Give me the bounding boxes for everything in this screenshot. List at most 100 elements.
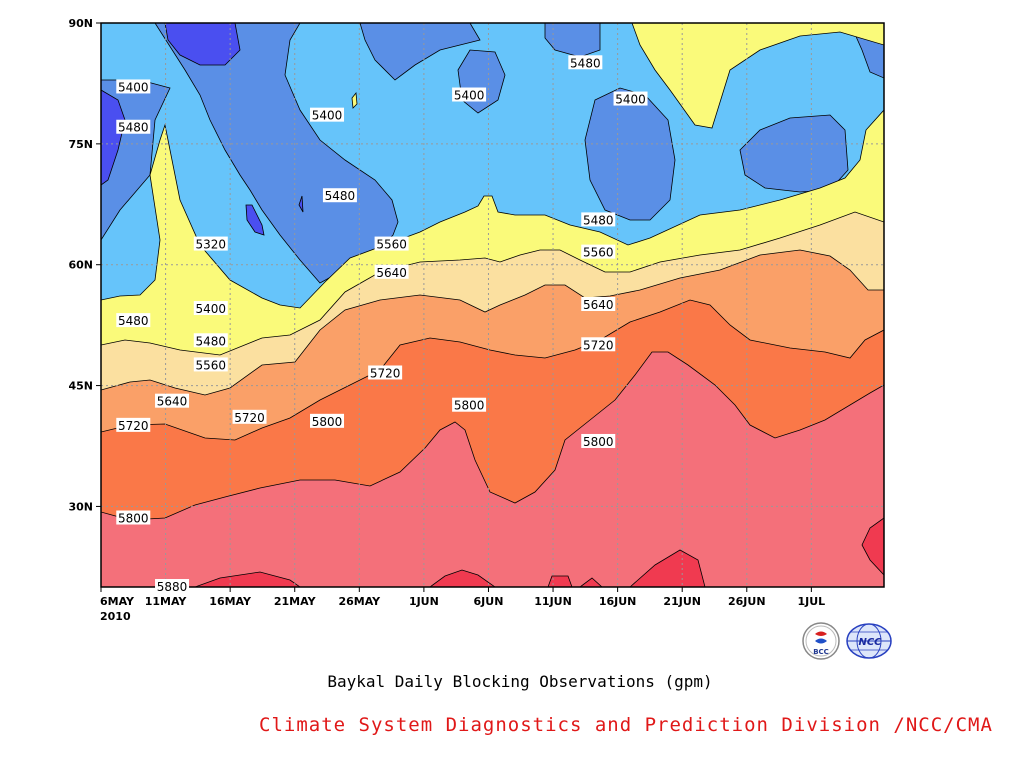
y-axis: 90N 75N 60N 45N 30N bbox=[68, 17, 101, 513]
x-tick-label: 6JUN bbox=[474, 595, 504, 608]
plot-frame bbox=[100, 22, 885, 588]
contour-label-bg bbox=[452, 397, 487, 412]
contour-label: 5480 bbox=[116, 119, 151, 135]
contour-label-text: 5560 bbox=[196, 358, 227, 372]
band-above-5880 bbox=[629, 549, 706, 587]
contour-label: 5320 bbox=[193, 236, 228, 252]
contour-label: 5400 bbox=[193, 301, 228, 316]
contour-label-bg bbox=[232, 409, 267, 424]
contour-label-bg bbox=[374, 264, 409, 279]
contour-label: 5800 bbox=[116, 510, 151, 526]
contour-label: 5720 bbox=[116, 417, 151, 433]
band-below-5320 bbox=[101, 89, 126, 186]
band-above-5880 bbox=[194, 571, 301, 587]
contour-label-text: 5640 bbox=[157, 395, 188, 409]
x-tick-label: 21MAY bbox=[274, 595, 317, 608]
band-above-5880 bbox=[579, 577, 603, 587]
y-tick-label: 45N bbox=[68, 380, 93, 393]
contour-label-text: 5560 bbox=[376, 238, 407, 252]
contour-label-text: 5800 bbox=[118, 512, 149, 526]
contour-labels: 5400 5480 5320 5400 5480 5560 5480 5640 5720 5720… bbox=[116, 55, 648, 594]
grid-lines bbox=[101, 23, 884, 587]
contour-label-bg bbox=[193, 236, 228, 251]
band-below-5320 bbox=[245, 204, 265, 236]
contour-label-bg bbox=[368, 365, 403, 380]
contour-label-bg bbox=[581, 212, 616, 227]
x-axis: 6MAY 11MAY 16MAY 21MAY 26MAY 1JUN 6JUN 11JUN 16J… bbox=[100, 587, 825, 608]
contour-label-bg bbox=[155, 393, 190, 408]
y-tick-label: 30N bbox=[68, 500, 93, 513]
contour-label-text: 5480 bbox=[570, 56, 601, 70]
x-tick-label: 26JUN bbox=[728, 595, 766, 608]
contour-label-text: 5480 bbox=[325, 189, 356, 203]
band-above-5880 bbox=[861, 517, 884, 576]
contour-label-text: 5480 bbox=[196, 334, 227, 348]
bcc-emblem-icon: BCC bbox=[801, 621, 841, 661]
contour-label-bg bbox=[310, 107, 345, 122]
contour-label-bg bbox=[568, 55, 603, 70]
contour-label-bg bbox=[193, 357, 228, 372]
x-tick-label: 1JUL bbox=[798, 595, 826, 608]
contour-label-bg bbox=[613, 91, 648, 106]
band-5480-5560 bbox=[631, 23, 884, 129]
contour-label: 5480 bbox=[568, 55, 603, 70]
contour-label-text: 5480 bbox=[118, 314, 149, 328]
x-tick-label: 11MAY bbox=[145, 595, 188, 608]
contour-label-bg bbox=[116, 79, 151, 94]
chart-caption: Baykal Daily Blocking Observations (gpm) bbox=[327, 672, 713, 691]
band-above-5880 bbox=[429, 569, 496, 587]
contour-label: 5400 bbox=[310, 107, 345, 123]
contour-label-bg bbox=[322, 188, 357, 203]
contour-label: 5480 bbox=[581, 212, 616, 227]
contour-label-text: 5720 bbox=[583, 338, 614, 352]
bcc-logo-text: BCC bbox=[813, 648, 829, 656]
contour-label: 5880 bbox=[155, 579, 190, 594]
contour-label: 5400 bbox=[452, 87, 487, 103]
contour-label-bg bbox=[310, 413, 345, 428]
contour-label-text: 5720 bbox=[234, 411, 265, 425]
band-above-5880 bbox=[547, 575, 573, 587]
contour-label-text: 5400 bbox=[454, 89, 485, 103]
contour-label-text: 5480 bbox=[583, 213, 614, 227]
contour-label-text: 5400 bbox=[196, 302, 227, 316]
contour-label-text: 5560 bbox=[583, 246, 614, 260]
contour-label: 5560 bbox=[193, 357, 228, 372]
contour-label: 5720 bbox=[581, 337, 616, 352]
x-tick-label: 21JUN bbox=[663, 595, 701, 608]
contour-label-bg bbox=[374, 236, 409, 251]
x-tick-label: 11JUN bbox=[534, 595, 572, 608]
contour-label-text: 5800 bbox=[583, 435, 614, 449]
x-tick-label: 16MAY bbox=[209, 595, 252, 608]
contour-label: 5640 bbox=[581, 297, 616, 312]
contour-label-text: 5720 bbox=[370, 366, 401, 380]
contour-label-text: 5800 bbox=[454, 399, 485, 413]
contour-label-bg bbox=[116, 417, 151, 432]
x-tick-label: 16JUN bbox=[599, 595, 637, 608]
contour-label-text: 5640 bbox=[376, 266, 407, 280]
contour-label-text: 5320 bbox=[196, 238, 227, 252]
y-tick-label: 75N bbox=[68, 138, 93, 151]
contour-label-text: 5400 bbox=[118, 80, 149, 94]
contour-label-text: 5640 bbox=[583, 298, 614, 312]
contour-label: 5640 bbox=[374, 264, 409, 280]
contour-label-text: 5480 bbox=[118, 121, 149, 135]
contour-label-text: 5400 bbox=[615, 93, 646, 107]
contour-label: 5480 bbox=[193, 333, 228, 348]
band-below-5320 bbox=[164, 23, 241, 66]
x-tick-label: 6MAY bbox=[100, 595, 135, 608]
y-tick-label: 60N bbox=[68, 259, 93, 272]
contour-label-text: 5720 bbox=[118, 419, 149, 433]
x-tick-label: 1JUN bbox=[409, 595, 439, 608]
x-axis-year-label: 2010 bbox=[100, 610, 131, 623]
contour-label-bg bbox=[581, 433, 616, 448]
band-5320-5400 bbox=[739, 114, 849, 193]
credit-line: Climate System Diagnostics and Predictio… bbox=[259, 714, 993, 736]
contour-label: 5720 bbox=[232, 409, 267, 425]
contour-label-bg bbox=[116, 510, 151, 525]
contour-label-bg bbox=[452, 87, 487, 102]
band-below-5320 bbox=[298, 195, 304, 213]
contour-label: 5400 bbox=[116, 79, 151, 94]
x-tick-label: 26MAY bbox=[338, 595, 381, 608]
band-5800-5880 bbox=[101, 351, 884, 587]
contour-label: 5560 bbox=[581, 244, 616, 260]
